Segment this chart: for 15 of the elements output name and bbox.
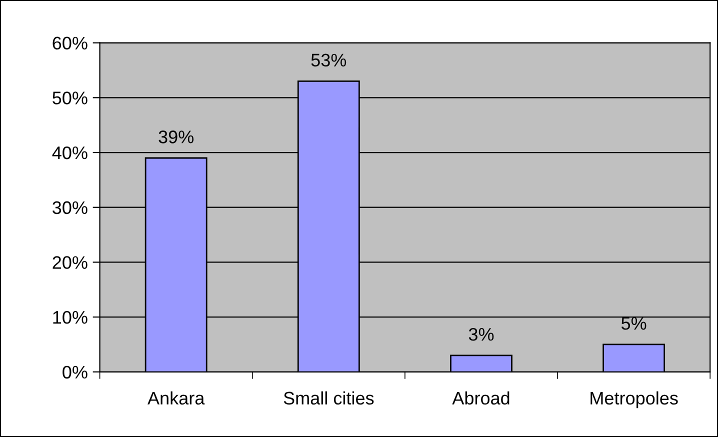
data-label: 53%	[311, 54, 346, 67]
y-tick-label: 50%	[52, 92, 88, 104]
y-tick-label: 40%	[52, 146, 88, 160]
x-tick-label: Metropoles	[590, 391, 678, 408]
y-tick-label: 30%	[52, 201, 88, 214]
y-tick-label: 60%	[52, 36, 88, 50]
y-tick-label: 0%	[62, 366, 88, 379]
data-label: 3%	[468, 328, 494, 341]
data-label: 5%	[621, 317, 646, 330]
x-tick-label: Small cities	[284, 391, 374, 405]
x-tick-label: Ankara	[148, 391, 205, 405]
x-tick-label: Abroad	[452, 391, 510, 405]
y-tick-label: 10%	[53, 310, 88, 324]
data-label: 39%	[158, 130, 194, 144]
y-tick-label: 20%	[52, 256, 88, 269]
